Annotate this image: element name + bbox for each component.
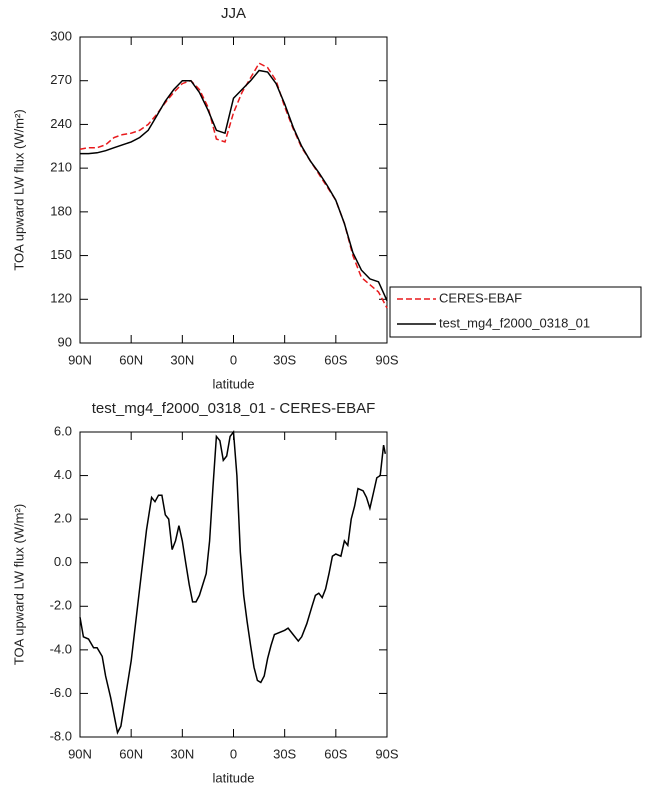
- y-tick-label: 300: [50, 28, 72, 43]
- x-axis-label: latitude: [213, 376, 255, 391]
- x-tick-label: 30S: [273, 746, 296, 761]
- x-tick-label: 90S: [375, 746, 398, 761]
- y-tick-label: -4.0: [50, 641, 72, 656]
- x-tick-label: 60N: [119, 746, 143, 761]
- legend-label: test_mg4_f2000_0318_01: [439, 315, 590, 330]
- chart-title: test_mg4_f2000_0318_01 - CERES-EBAF: [92, 400, 376, 417]
- y-tick-label: 240: [50, 116, 72, 131]
- legend: CERES-EBAF test_mg4_f2000_0318_01: [389, 286, 642, 338]
- series-line: [80, 69, 388, 302]
- x-tick-label: 0: [230, 352, 237, 367]
- x-tick-label: 90N: [68, 352, 92, 367]
- y-axis-label: TOA upward LW flux (W/m²): [11, 504, 26, 665]
- legend-label: CERES-EBAF: [439, 290, 522, 305]
- x-tick-label: 60S: [324, 746, 347, 761]
- y-tick-label: 180: [50, 203, 72, 218]
- y-tick-label: 210: [50, 160, 72, 175]
- x-tick-label: 30N: [170, 352, 194, 367]
- x-tick-label: 30S: [273, 352, 296, 367]
- y-tick-label: 2.0: [54, 511, 72, 526]
- y-axis-label: TOA upward LW flux (W/m²): [11, 109, 26, 270]
- chart-title: JJA: [221, 5, 246, 22]
- y-tick-label: 6.0: [54, 423, 72, 438]
- x-tick-label: 0: [230, 746, 237, 761]
- y-tick-label: 150: [50, 247, 72, 262]
- y-tick-label: 4.0: [54, 467, 72, 482]
- y-tick-label: 0.0: [54, 554, 72, 569]
- plot-frame: [79, 36, 388, 344]
- x-tick-label: 90N: [68, 746, 92, 761]
- x-axis-label: latitude: [213, 770, 255, 785]
- y-tick-label: -8.0: [50, 728, 72, 743]
- x-tick-label: 90S: [375, 352, 398, 367]
- series-line: [79, 62, 388, 309]
- legend-box: [389, 286, 642, 338]
- y-tick-label: 90: [58, 334, 72, 349]
- x-tick-label: 60S: [324, 352, 347, 367]
- y-tick-label: 120: [50, 291, 72, 306]
- y-tick-label: 270: [50, 72, 72, 87]
- series-line: [79, 430, 387, 735]
- x-tick-label: 30N: [170, 746, 194, 761]
- y-tick-label: -6.0: [50, 685, 72, 700]
- y-tick-label: -2.0: [50, 598, 72, 613]
- x-tick-label: 60N: [119, 352, 143, 367]
